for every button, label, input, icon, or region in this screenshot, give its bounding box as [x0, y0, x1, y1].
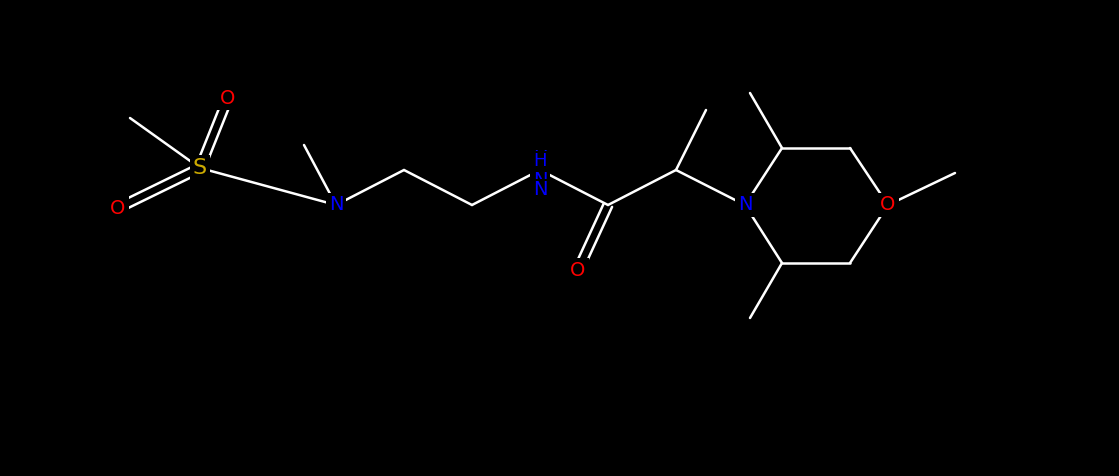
- Text: N: N: [737, 196, 752, 215]
- Text: H
N: H N: [533, 149, 547, 190]
- Text: S: S: [192, 158, 207, 178]
- Text: N: N: [533, 180, 547, 199]
- Text: N: N: [329, 196, 344, 215]
- Text: O: O: [220, 89, 236, 108]
- Text: O: O: [111, 198, 125, 218]
- Text: O: O: [881, 196, 895, 215]
- Text: H: H: [534, 152, 547, 170]
- Text: O: O: [571, 260, 585, 279]
